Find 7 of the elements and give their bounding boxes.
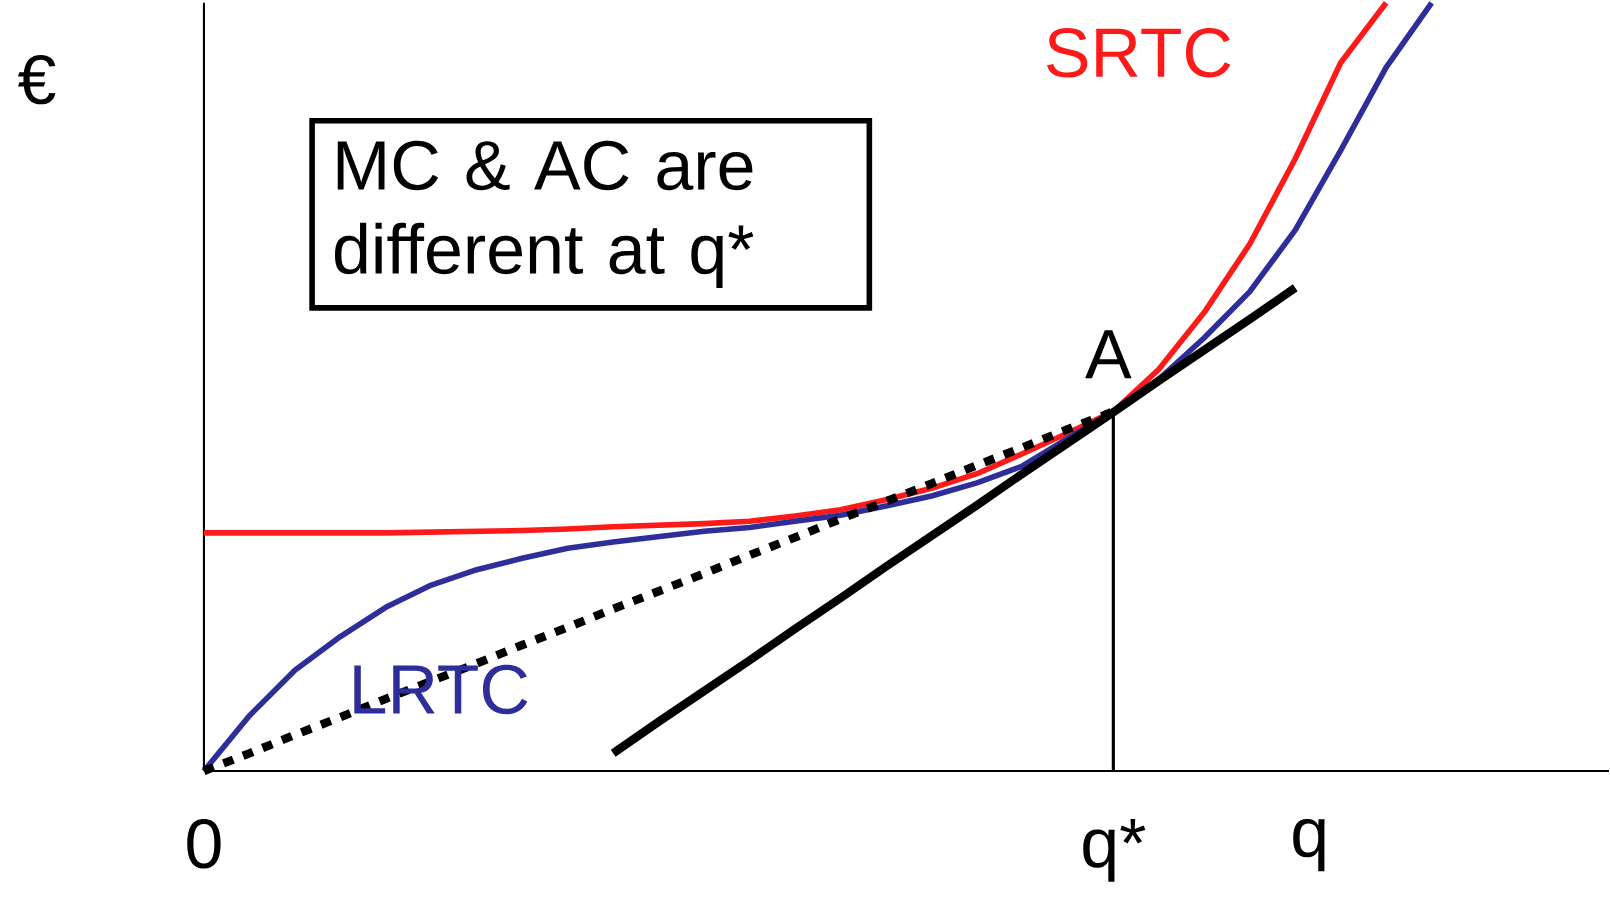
y-axis-title: € — [18, 54, 56, 105]
annotation: MC & AC are different at q* — [334, 140, 754, 288]
x-tick-label: 0 — [187, 818, 221, 869]
x-tick-label: q* — [1083, 818, 1146, 882]
x-axis-title: q — [1293, 818, 1325, 872]
series-label: SRTC — [1047, 27, 1231, 78]
annotation: A — [1085, 330, 1132, 379]
